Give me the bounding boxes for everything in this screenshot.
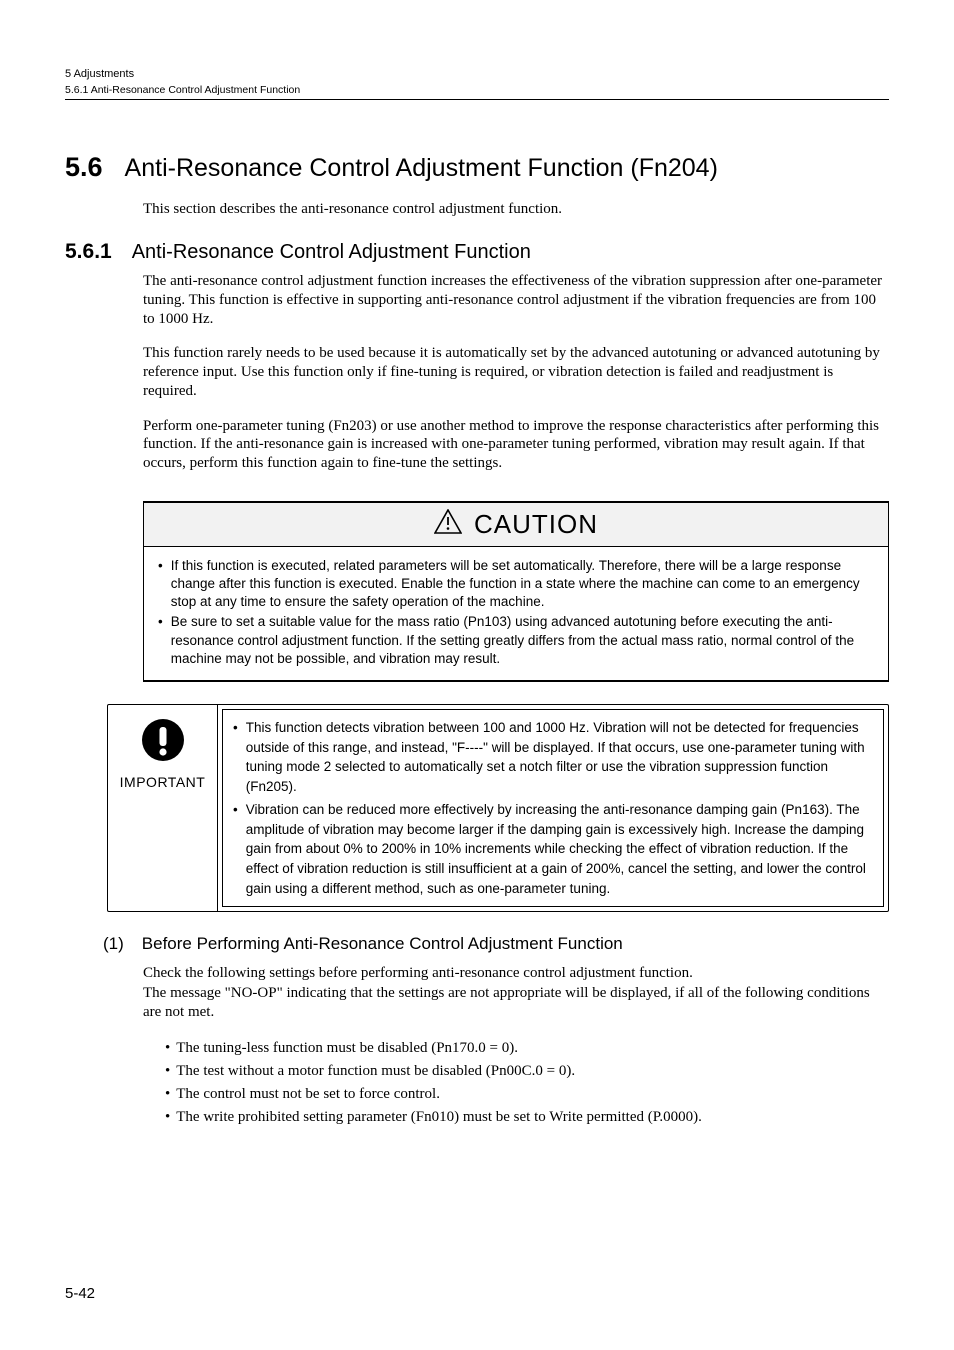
subsection-heading-5-6-1: 5.6.1 Anti-Resonance Control Adjustment F… bbox=[65, 240, 889, 264]
bullet-icon: • bbox=[165, 1083, 170, 1106]
important-item: • Vibration can be reduced more effectiv… bbox=[233, 800, 873, 898]
check-list-text: The control must not be set to force con… bbox=[176, 1083, 440, 1106]
subheading-before-performing: (1) Before Performing Anti-Resonance Cont… bbox=[103, 934, 889, 954]
important-icon bbox=[140, 717, 186, 768]
bullet-icon: • bbox=[165, 1106, 170, 1129]
caution-item: • If this function is executed, related … bbox=[158, 557, 874, 612]
check-list-item: • The control must not be set to force co… bbox=[165, 1083, 889, 1106]
check-list-item: • The tuning-less function must be disabl… bbox=[165, 1037, 889, 1060]
important-label: IMPORTANT bbox=[120, 774, 206, 790]
check-list-text: The write prohibited setting parameter (… bbox=[176, 1106, 702, 1129]
subheading-title: Before Performing Anti-Resonance Control… bbox=[142, 934, 623, 953]
header-subsection: 5.6.1 Anti-Resonance Control Adjustment … bbox=[65, 84, 889, 96]
section-number: 5.6 bbox=[65, 152, 103, 182]
section-heading-5-6: 5.6 Anti-Resonance Control Adjustment Fun… bbox=[65, 152, 889, 183]
bullet-icon: • bbox=[165, 1060, 170, 1083]
caution-box: CAUTION • If this function is executed, … bbox=[143, 501, 889, 682]
important-item-text: This function detects vibration between … bbox=[246, 718, 873, 796]
check-list-item: • The write prohibited setting parameter … bbox=[165, 1106, 889, 1129]
check-list-item: • The test without a motor function must … bbox=[165, 1060, 889, 1083]
header-rule bbox=[65, 99, 889, 100]
bullet-icon: • bbox=[165, 1037, 170, 1060]
section-title: Anti-Resonance Control Adjustment Functi… bbox=[125, 154, 718, 182]
warning-icon bbox=[434, 509, 462, 539]
check-list-text: The test without a motor function must b… bbox=[176, 1060, 575, 1083]
check-intro: Check the following settings before perf… bbox=[143, 964, 889, 1023]
bullet-icon: • bbox=[158, 613, 163, 668]
subsection-number: 5.6.1 bbox=[65, 240, 112, 263]
important-box: IMPORTANT • This function detects vibrat… bbox=[107, 704, 889, 912]
subheading-number: (1) bbox=[103, 934, 124, 953]
caution-item: • Be sure to set a suitable value for th… bbox=[158, 613, 874, 668]
header-chapter: 5 Adjustments bbox=[65, 68, 889, 80]
important-item: • This function detects vibration betwee… bbox=[233, 718, 873, 796]
paragraph-1: The anti-resonance control adjustment fu… bbox=[143, 272, 889, 328]
caution-body: • If this function is executed, related … bbox=[144, 547, 888, 682]
important-right-panel: • This function detects vibration betwee… bbox=[222, 709, 884, 907]
caution-item-text: If this function is executed, related pa… bbox=[171, 557, 874, 612]
check-list-text: The tuning-less function must be disable… bbox=[176, 1037, 518, 1060]
caution-item-text: Be sure to set a suitable value for the … bbox=[171, 613, 874, 668]
section-intro: This section describes the anti-resonanc… bbox=[143, 201, 889, 218]
page-number: 5-42 bbox=[65, 1285, 95, 1302]
important-left-panel: IMPORTANT bbox=[108, 705, 218, 911]
bullet-icon: • bbox=[233, 800, 238, 898]
important-item-text: Vibration can be reduced more effectivel… bbox=[246, 800, 873, 898]
subsection-title: Anti-Resonance Control Adjustment Functi… bbox=[132, 241, 531, 263]
paragraph-2: This function rarely needs to be used be… bbox=[143, 344, 889, 400]
check-list: • The tuning-less function must be disabl… bbox=[165, 1037, 889, 1130]
caution-header: CAUTION bbox=[144, 501, 888, 547]
bullet-icon: • bbox=[158, 557, 163, 612]
bullet-icon: • bbox=[233, 718, 238, 796]
caution-title: CAUTION bbox=[474, 509, 598, 540]
paragraph-3: Perform one-parameter tuning (Fn203) or … bbox=[143, 417, 889, 473]
